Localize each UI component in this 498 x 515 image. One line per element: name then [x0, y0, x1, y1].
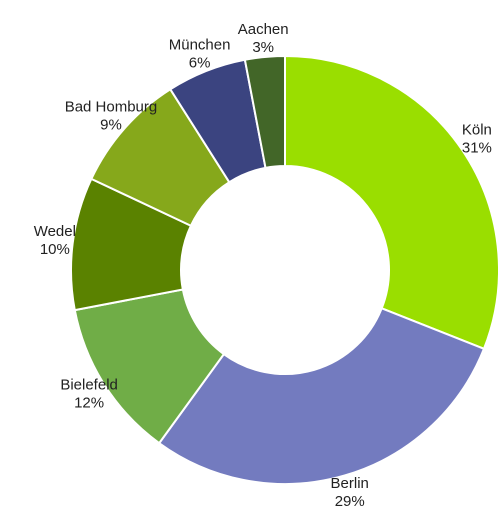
slice-label: Berlin — [331, 475, 369, 492]
slice-label: Bad Homburg — [65, 99, 158, 116]
slice-value: 10% — [40, 241, 70, 258]
slice-label: München — [169, 36, 231, 53]
slice-value: 29% — [335, 493, 365, 510]
donut-slice — [284, 54, 498, 351]
donut-slice — [243, 54, 286, 170]
slice-value: 31% — [462, 140, 492, 157]
slice-value: 9% — [100, 117, 122, 134]
slice-value: 12% — [74, 394, 104, 411]
slice-value: 6% — [189, 54, 211, 71]
slice-label: Bielefeld — [60, 376, 118, 393]
slice-value: 3% — [252, 39, 274, 56]
slice-label: Wedel — [34, 223, 76, 240]
slice-label: Köln — [462, 122, 492, 139]
slice-label: Aachen — [238, 21, 289, 38]
donut-slice — [157, 306, 486, 485]
